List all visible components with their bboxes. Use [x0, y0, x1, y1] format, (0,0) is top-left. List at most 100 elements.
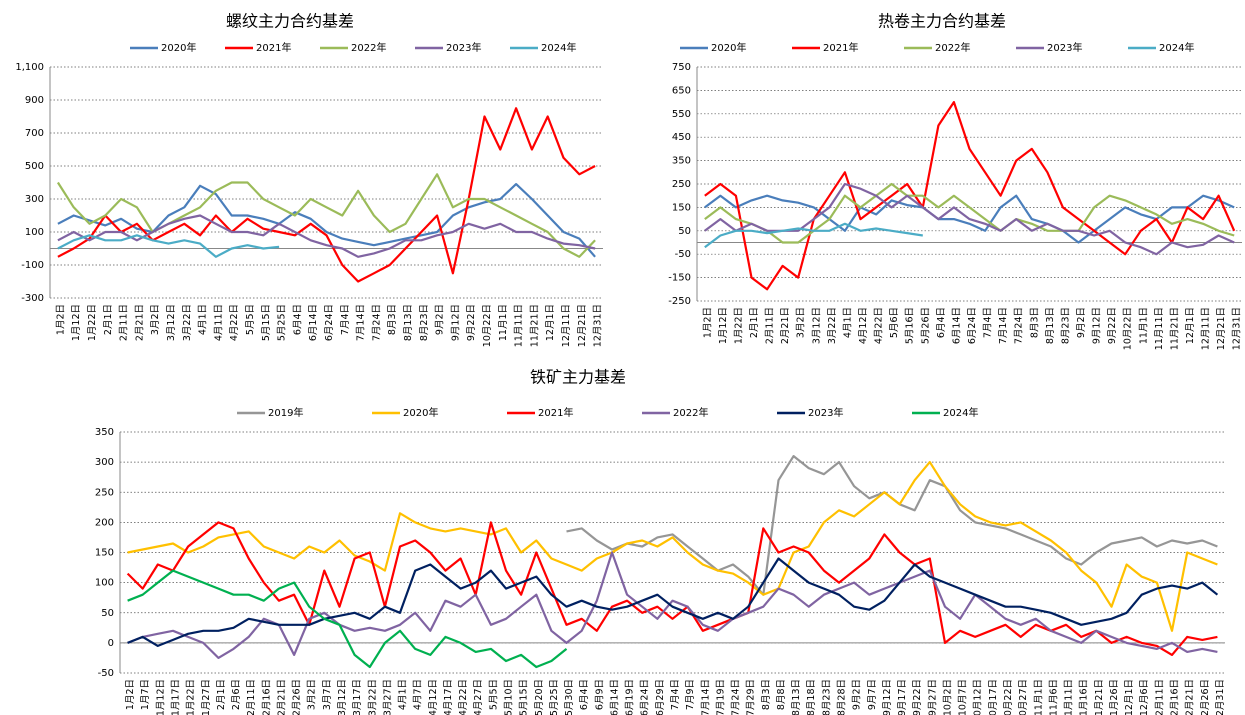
series-line: [127, 557, 1219, 647]
x-tick-label: 10月12日: [973, 679, 984, 715]
y-tick-label: -250: [668, 296, 691, 307]
x-tick-label: 12月21日: [1185, 679, 1196, 715]
x-tick-label: 4月1日: [398, 679, 409, 710]
x-tick-label: 11月11日: [514, 304, 525, 347]
x-tick-label: 11月11日: [1064, 679, 1075, 715]
legend-label: 2023年: [808, 406, 843, 419]
x-tick-label: 11月26日: [1109, 679, 1120, 715]
y-tick-label: 700: [25, 128, 44, 139]
series-line: [704, 101, 1236, 291]
x-tick-label: 12月1日: [545, 304, 556, 341]
x-tick-label: 2月11日: [765, 307, 776, 344]
chart-title: 螺纹主力合约基差: [226, 12, 354, 31]
x-tick-label: 1月22日: [87, 304, 98, 341]
y-tick-label: 100: [25, 227, 44, 238]
legend-label: 2021年: [256, 41, 291, 54]
x-tick-label: 9月22日: [1107, 307, 1118, 344]
legend-label: 2024年: [1159, 41, 1194, 54]
y-tick-label: 550: [672, 109, 691, 120]
x-tick-label: 12月1日: [1124, 679, 1135, 715]
x-tick-label: 2月21日: [134, 304, 145, 341]
series-line: [127, 569, 568, 669]
x-tick-label: 7月19日: [715, 679, 726, 715]
x-tick-label: 6月19日: [625, 679, 636, 715]
series-line: [704, 182, 1235, 256]
x-tick-label: 7月29日: [746, 679, 757, 715]
x-tick-label: 7月14日: [998, 307, 1009, 344]
x-tick-label: 1月2日: [125, 679, 136, 710]
x-tick-label: 9月7日: [867, 679, 878, 710]
x-tick-label: 12月6日: [1139, 679, 1150, 715]
x-tick-label: 8月13日: [1045, 307, 1056, 344]
x-tick-label: 4月12日: [428, 679, 439, 715]
x-tick-label: 4月11日: [213, 304, 224, 341]
x-tick-label: 8月23日: [419, 304, 430, 341]
x-tick-label: 3月12日: [337, 679, 348, 715]
y-tick-label: 750: [672, 62, 691, 73]
x-tick-label: 2月11日: [119, 304, 130, 341]
x-tick-label: 9月12日: [882, 679, 893, 715]
y-tick-label: 50: [101, 608, 114, 619]
legend-label: 2019年: [268, 406, 303, 419]
x-tick-label: 10月22日: [482, 304, 493, 347]
x-tick-label: 8月23日: [1060, 307, 1071, 344]
series-line: [57, 183, 596, 258]
x-tick-label: 2月16日: [261, 679, 272, 715]
x-tick-label: 2月1日: [749, 307, 760, 338]
legend-label: 2024年: [943, 406, 978, 419]
x-tick-label: 12月31日: [1215, 679, 1226, 715]
x-tick-label: 3月12日: [811, 307, 822, 344]
x-tick-label: 6月24日: [967, 307, 978, 344]
series-line: [57, 107, 596, 283]
x-tick-label: 11月16日: [1079, 679, 1090, 715]
legend-label: 2023年: [1047, 41, 1082, 54]
x-tick-label: 9月27日: [927, 679, 938, 715]
x-tick-label: 5月20日: [534, 679, 545, 715]
x-tick-label: 1月22日: [186, 679, 197, 715]
y-tick-label: 250: [95, 487, 114, 498]
x-tick-label: 3月22日: [182, 304, 193, 341]
x-tick-label: 1月12日: [718, 307, 729, 344]
x-tick-label: 6月24日: [324, 304, 335, 341]
x-tick-label: 12月11日: [1201, 307, 1212, 350]
x-tick-label: 2月6日: [231, 679, 242, 710]
x-tick-label: 3月22日: [827, 307, 838, 344]
x-tick-label: 9月17日: [897, 679, 908, 715]
legend-label: 2020年: [403, 406, 438, 419]
x-tick-label: 5月15日: [519, 679, 530, 715]
x-tick-label: 5月5日: [488, 679, 499, 710]
x-tick-label: 4月1日: [198, 304, 209, 335]
x-tick-label: 8月13日: [791, 679, 802, 715]
x-tick-label: 12月31日: [593, 304, 604, 347]
x-tick-label: 4月27日: [473, 679, 484, 715]
y-tick-label: -150: [668, 273, 691, 284]
x-tick-label: 7月24日: [1014, 307, 1025, 344]
y-tick-label: 300: [25, 194, 44, 205]
x-tick-label: 3月12日: [166, 304, 177, 341]
legend-label: 2022年: [673, 406, 708, 419]
x-tick-label: 1月7日: [140, 679, 151, 710]
x-tick-label: 12月31日: [1232, 307, 1243, 350]
x-tick-label: 4月22日: [874, 307, 885, 344]
x-tick-label: 8月8日: [776, 679, 787, 710]
x-tick-label: 9月22日: [912, 679, 923, 715]
y-tick-label: 650: [672, 85, 691, 96]
x-tick-label: 6月14日: [609, 679, 620, 715]
x-tick-label: 5月25日: [277, 304, 288, 341]
x-tick-label: 11月21日: [1169, 307, 1180, 350]
x-tick-label: 1月22日: [733, 307, 744, 344]
x-tick-label: 7月24日: [371, 304, 382, 341]
series-line: [56, 173, 596, 258]
x-tick-label: 3月22日: [367, 679, 378, 715]
x-tick-label: 5月30日: [564, 679, 575, 715]
x-tick-label: 6月14日: [951, 307, 962, 344]
x-tick-label: 1月27日: [201, 679, 212, 715]
x-tick-label: 12月26日: [1200, 679, 1211, 715]
x-tick-label: 8月3日: [387, 304, 398, 335]
x-tick-label: 11月21日: [529, 304, 540, 347]
y-tick-label: 0: [108, 638, 114, 649]
x-tick-label: 4月17日: [443, 679, 454, 715]
series-line: [704, 194, 1235, 244]
x-tick-label: 7月24日: [731, 679, 742, 715]
